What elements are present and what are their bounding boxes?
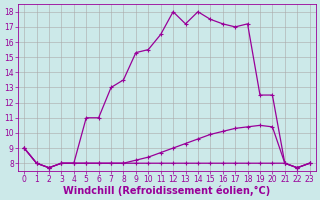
X-axis label: Windchill (Refroidissement éolien,°C): Windchill (Refroidissement éolien,°C) [63, 185, 270, 196]
